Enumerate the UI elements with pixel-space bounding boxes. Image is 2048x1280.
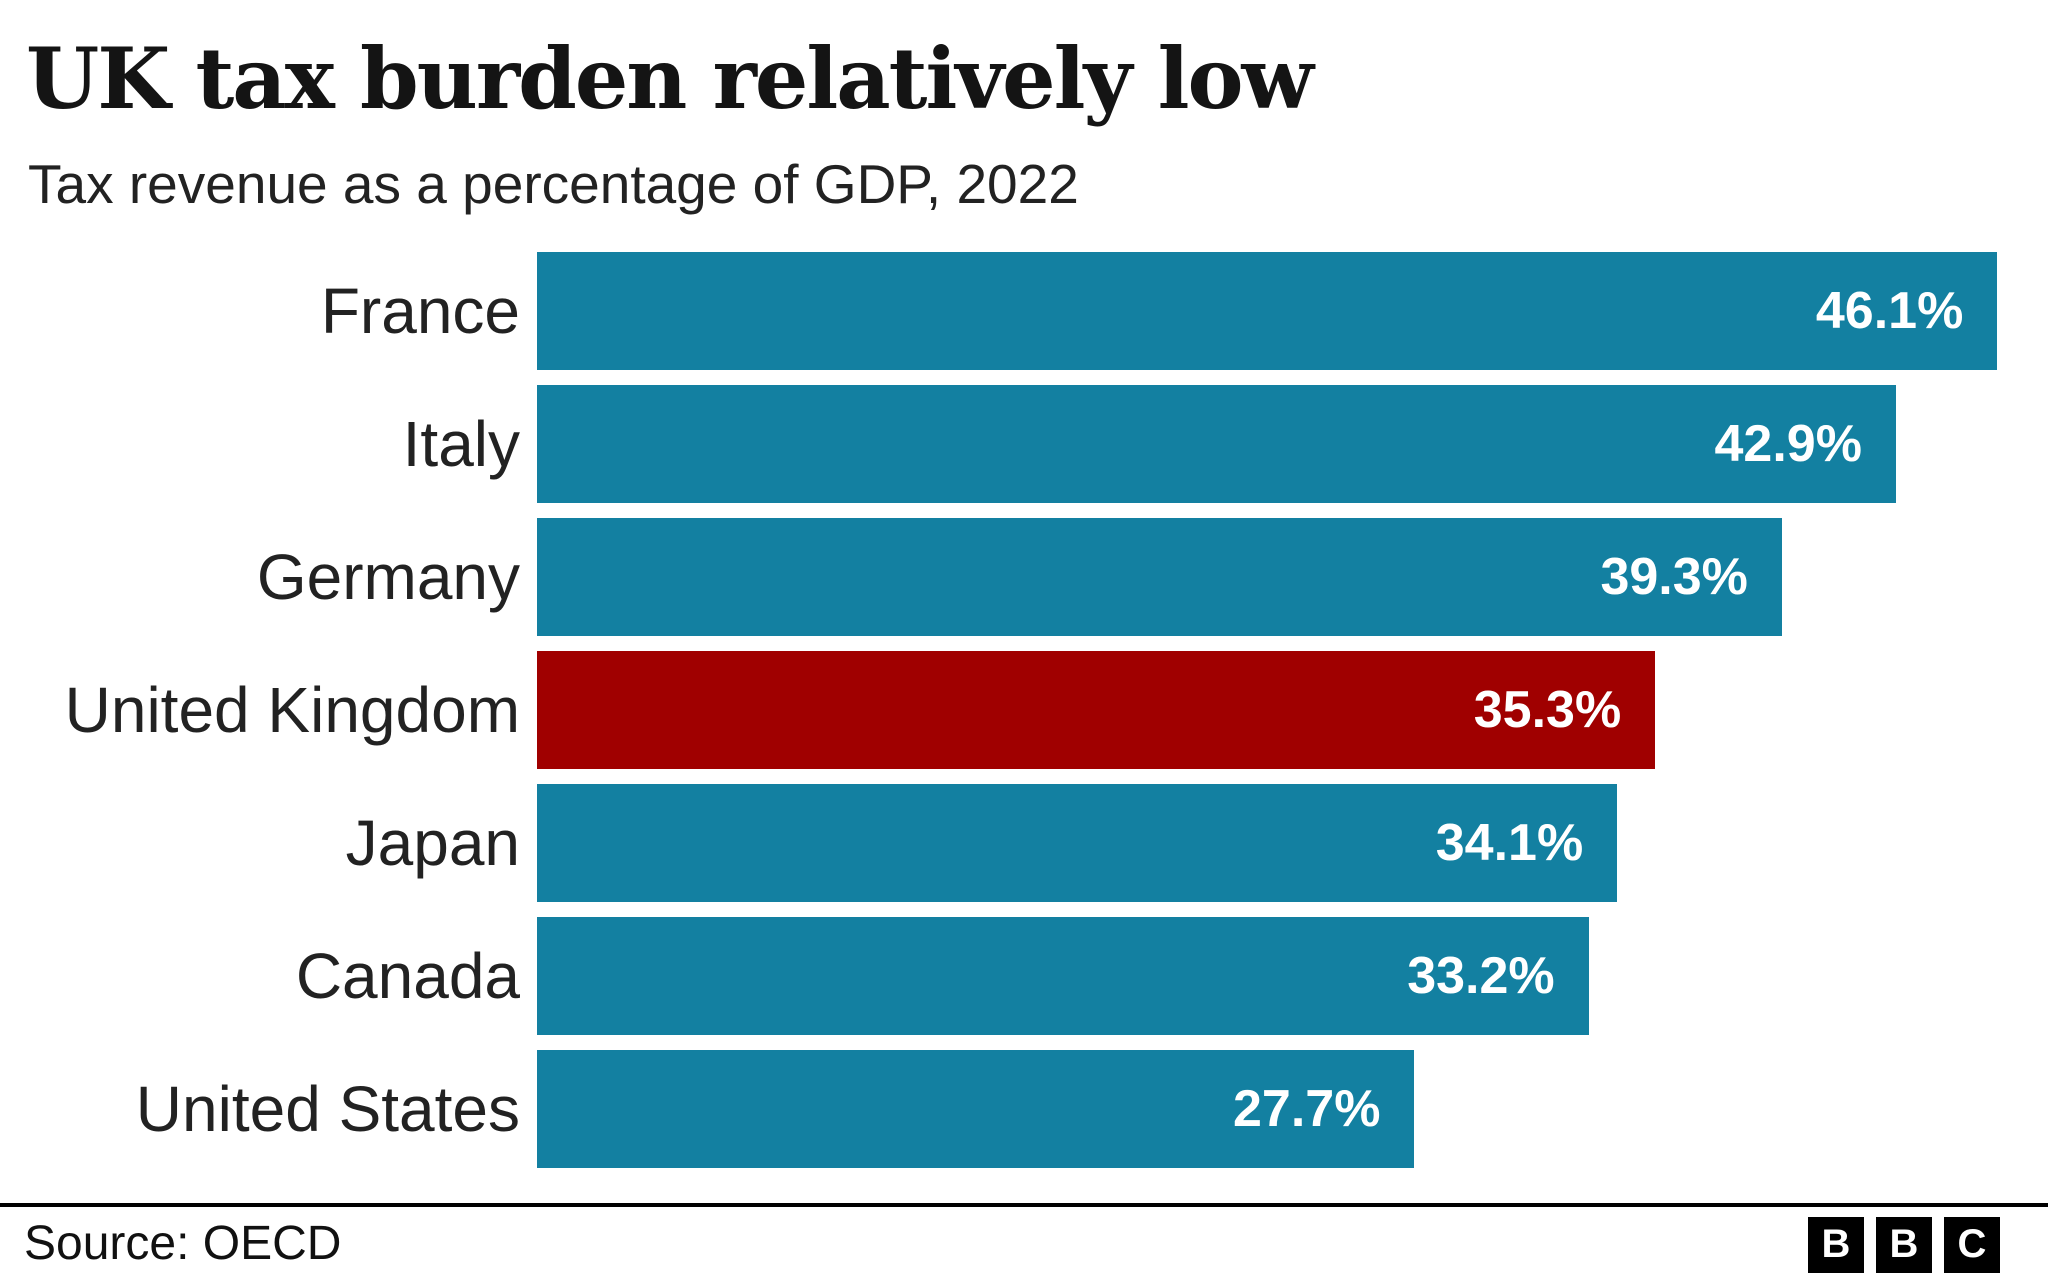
bar-track: 42.9% — [537, 384, 2048, 503]
bar-chart: France 46.1% Italy 42.9% Germany 39.3% United … — [0, 251, 2048, 1168]
value-label-canada: 33.2% — [1407, 946, 1555, 1005]
value-label-united-states: 27.7% — [1233, 1079, 1381, 1138]
bar-united-kingdom-highlighted: 35.3% — [537, 650, 1656, 769]
bbc-logo-block-3: C — [1944, 1216, 2000, 1273]
bar-track: 46.1% — [537, 251, 2048, 370]
value-label-france: 46.1% — [1815, 281, 1964, 340]
category-label-united-kingdom: United Kingdom — [64, 673, 520, 746]
category-label-united-states: United States — [135, 1072, 520, 1145]
source-text: Source: OECD — [24, 1217, 342, 1270]
bar-italy: 42.9% — [537, 384, 1896, 503]
chart-header: UK tax burden relatively low Tax revenue… — [0, 0, 2048, 216]
value-label-germany: 39.3% — [1600, 547, 1748, 606]
bar-canada: 33.2% — [537, 916, 1589, 1035]
bar-track: 35.3% — [537, 650, 2048, 769]
value-label-united-kingdom: 35.3% — [1473, 680, 1622, 739]
bar-germany: 39.3% — [537, 517, 1782, 636]
value-label-japan: 34.1% — [1435, 813, 1584, 872]
value-label-italy: 42.9% — [1714, 414, 1862, 473]
bar-track: 33.2% — [537, 916, 2048, 1035]
chart-row-united-states: United States 27.7% — [0, 1049, 2048, 1168]
category-label-canada: Canada — [295, 939, 520, 1012]
bar-france: 46.1% — [537, 251, 1998, 370]
bar-japan: 34.1% — [537, 783, 1618, 902]
chart-subtitle: Tax revenue as a percentage of GDP, 2022 — [28, 152, 1079, 215]
category-label-japan: Japan — [345, 806, 520, 879]
bbc-logo-block-2: B — [1876, 1216, 1932, 1273]
bar-united-states: 27.7% — [537, 1049, 1415, 1168]
bbc-logo-block-1: B — [1808, 1216, 1864, 1273]
bar-track: 39.3% — [537, 517, 2048, 636]
chart-rows: France 46.1% Italy 42.9% Germany 39.3% United … — [0, 251, 2048, 1168]
chart-row-italy: Italy 42.9% — [0, 384, 2048, 503]
category-label-germany: Germany — [256, 540, 520, 613]
chart-row-united-kingdom: United Kingdom 35.3% — [0, 650, 2048, 769]
category-label-italy: Italy — [402, 407, 520, 480]
chart-row-germany: Germany 39.3% — [0, 517, 2048, 636]
bar-track: 34.1% — [537, 783, 2048, 902]
category-label-france: France — [320, 274, 520, 347]
chart-row-japan: Japan 34.1% — [0, 783, 2048, 902]
bar-track: 27.7% — [537, 1049, 2048, 1168]
chart-row-canada: Canada 33.2% — [0, 916, 2048, 1035]
chart-row-france: France 46.1% — [0, 251, 2048, 370]
chart-title: UK tax burden relatively low — [26, 29, 1314, 128]
